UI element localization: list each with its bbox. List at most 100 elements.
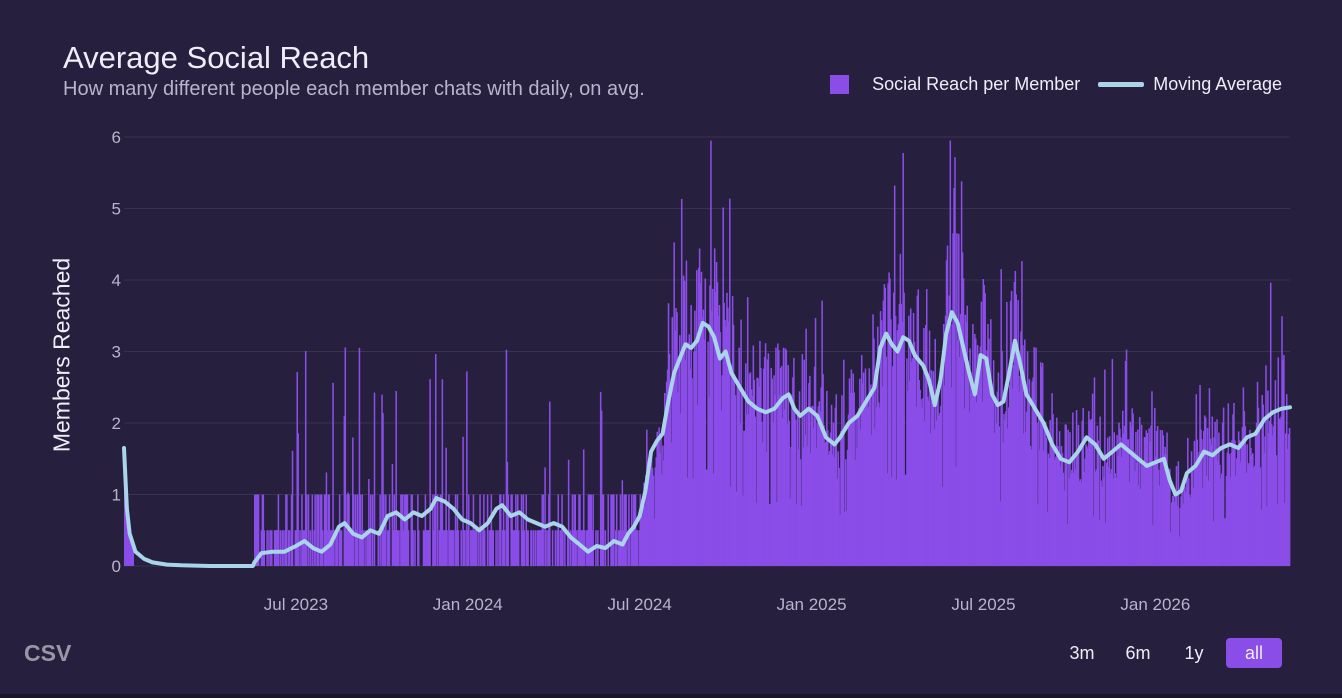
bar [729, 486, 732, 566]
bar [691, 378, 693, 566]
range-all-button[interactable]: all [1226, 638, 1282, 668]
bar [1275, 455, 1278, 566]
bar [1138, 485, 1140, 566]
bar [711, 310, 713, 566]
range-3m-button[interactable]: 3m [1069, 643, 1095, 663]
legend-bar-swatch[interactable] [830, 75, 850, 94]
bar [323, 494, 326, 566]
bar [841, 395, 843, 566]
bar [844, 459, 847, 566]
bar [1250, 447, 1252, 566]
bar [1048, 458, 1051, 566]
bar [353, 494, 355, 566]
bar [751, 395, 754, 566]
bar [848, 378, 851, 566]
bar [1010, 291, 1013, 566]
bar [701, 317, 704, 566]
bar [477, 530, 479, 566]
bar [463, 530, 465, 566]
bar [1020, 331, 1022, 566]
bar [1005, 411, 1007, 566]
bar [344, 347, 347, 566]
bar [1007, 428, 1009, 566]
bar [1087, 448, 1089, 566]
bar [554, 530, 557, 566]
bar [466, 371, 468, 566]
bar [130, 536, 133, 566]
bar [1017, 300, 1019, 566]
bar [779, 367, 782, 566]
bar [1146, 432, 1149, 566]
bar [1095, 469, 1098, 566]
bar [1237, 431, 1240, 566]
bar [749, 372, 752, 566]
bar [644, 506, 646, 566]
bar [1220, 473, 1223, 566]
bar [799, 459, 802, 566]
bar [1267, 390, 1269, 566]
bar [1093, 377, 1096, 566]
bar [902, 153, 904, 566]
bar [286, 494, 288, 566]
bar [897, 324, 900, 566]
bar [1265, 365, 1267, 566]
bar [527, 530, 529, 566]
bar [677, 392, 679, 566]
bar [1245, 472, 1247, 566]
chart-area[interactable]: 0 1 2 3 4 5 6 Jul 2023 Jan 2024 Jul 2024 Jan 2025… [0, 0, 1342, 640]
bar [1182, 503, 1184, 566]
legend-line-swatch[interactable] [1098, 82, 1145, 87]
bar [851, 393, 854, 566]
legend-bar-label[interactable]: Social Reach per Member [872, 74, 1081, 94]
bar [621, 480, 624, 566]
bar [612, 494, 614, 566]
bar [1252, 453, 1254, 566]
bar [364, 530, 366, 566]
bar [707, 341, 709, 566]
bar [1127, 439, 1130, 566]
bar [814, 318, 817, 566]
bar [939, 412, 941, 566]
bar [128, 524, 131, 566]
bar [1198, 451, 1200, 566]
bar [830, 404, 833, 566]
bar [1153, 465, 1155, 566]
bar [777, 343, 779, 566]
range-6m-button[interactable]: 6m [1125, 643, 1151, 663]
bar [866, 400, 869, 566]
bar [1055, 456, 1057, 566]
bar [1230, 452, 1232, 566]
legend-line-label[interactable]: Moving Average [1153, 74, 1282, 94]
bar [1100, 480, 1102, 566]
bar [301, 494, 303, 566]
bar [728, 321, 730, 566]
bar [1125, 349, 1128, 566]
bar [1219, 464, 1221, 566]
bar [1273, 410, 1276, 566]
bar [1253, 465, 1256, 566]
bar [540, 530, 543, 566]
bar [708, 396, 710, 566]
range-1y-button[interactable]: 1y [1184, 643, 1204, 663]
bar [614, 530, 617, 566]
bar [284, 530, 286, 566]
bar [790, 446, 792, 566]
bar [1045, 437, 1048, 566]
bar [1027, 400, 1030, 566]
bar [1158, 485, 1161, 566]
bar [1142, 465, 1145, 566]
bar [402, 530, 405, 566]
bar [641, 514, 643, 566]
bar [832, 422, 835, 566]
bar [1157, 469, 1160, 566]
bar [1009, 300, 1012, 566]
bar [636, 530, 639, 566]
bar [963, 408, 966, 566]
bar [1170, 532, 1172, 566]
bar [613, 494, 615, 566]
csv-download-button[interactable]: CSV [24, 640, 72, 666]
bar [268, 530, 270, 566]
bar [1122, 433, 1125, 566]
bar [129, 533, 132, 566]
bar [765, 451, 768, 566]
